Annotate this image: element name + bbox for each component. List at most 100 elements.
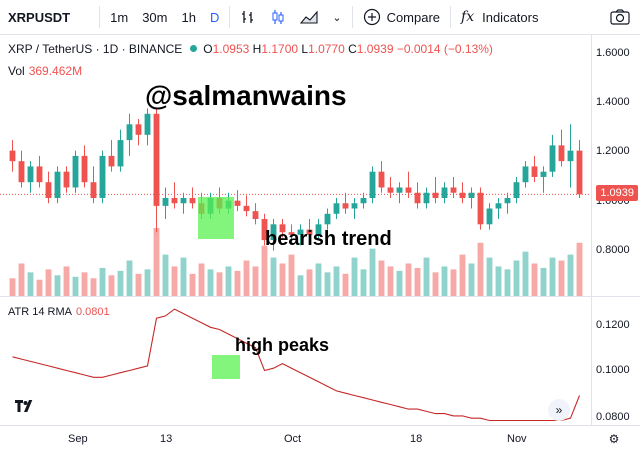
volume-bar bbox=[378, 260, 385, 296]
volume-bar bbox=[405, 263, 412, 296]
candle-body bbox=[126, 124, 133, 141]
candle-body bbox=[153, 113, 160, 206]
volume-bar bbox=[225, 266, 232, 296]
volume-bar bbox=[351, 257, 358, 296]
volume-bar bbox=[90, 278, 97, 296]
interval-30m[interactable]: 30m bbox=[142, 9, 168, 25]
pane-divider[interactable] bbox=[0, 296, 640, 297]
toolbar-divider bbox=[99, 6, 101, 28]
volume-bar bbox=[99, 267, 106, 296]
candle-body bbox=[504, 198, 511, 204]
candle-body bbox=[396, 187, 403, 193]
volume-bar bbox=[135, 273, 142, 296]
atr-legend: ATR 14 RMA 0.0801 bbox=[8, 306, 110, 318]
candle-body bbox=[90, 182, 97, 198]
tradingview-logo[interactable] bbox=[14, 399, 36, 417]
candle-body bbox=[243, 205, 250, 212]
candle-body bbox=[423, 192, 430, 204]
candle-body bbox=[99, 155, 106, 198]
volume-bar bbox=[576, 242, 583, 296]
compare-label: Compare bbox=[386, 9, 441, 25]
change-value: −0.0014 (−0.13%) bbox=[396, 42, 493, 56]
open-value: 1.0953 bbox=[212, 42, 250, 56]
candle-body bbox=[36, 166, 43, 183]
interval-1d[interactable]: D bbox=[209, 9, 220, 25]
candle-body bbox=[576, 150, 583, 195]
indicators-button[interactable]: fx Indicators bbox=[454, 0, 545, 34]
price-axis[interactable] bbox=[591, 35, 640, 425]
volume-bar bbox=[324, 272, 331, 296]
volume-bar bbox=[279, 263, 286, 296]
candle-body bbox=[234, 200, 241, 206]
candle-body bbox=[162, 198, 169, 206]
interval-1h[interactable]: 1h bbox=[181, 9, 196, 25]
volume-bar bbox=[567, 254, 574, 296]
candle-body bbox=[117, 140, 124, 167]
scroll-to-realtime-button[interactable]: » bbox=[548, 399, 570, 421]
bar-style-icon[interactable] bbox=[233, 0, 263, 34]
toolbar-divider bbox=[229, 6, 231, 28]
bearish-trend-label: bearish trend bbox=[265, 228, 392, 250]
candle-body bbox=[54, 171, 61, 198]
symbol-legend: XRP / TetherUS · 1D · BINANCE O1.0953 H1.… bbox=[8, 42, 493, 56]
volume-bar bbox=[558, 260, 565, 296]
candle-body bbox=[81, 155, 88, 183]
volume-bar bbox=[342, 273, 349, 296]
volume-bar bbox=[441, 266, 448, 296]
candles-icon[interactable] bbox=[263, 0, 293, 34]
candle-body bbox=[486, 208, 493, 225]
volume-bar bbox=[261, 245, 268, 296]
volume-bar bbox=[396, 270, 403, 296]
chevron-down-icon[interactable]: ⌄ bbox=[332, 11, 342, 24]
candle-body bbox=[189, 198, 196, 204]
symbol-search[interactable]: XRPUSDT bbox=[8, 9, 71, 25]
bearish-highlight bbox=[198, 197, 234, 239]
candle-body bbox=[414, 192, 421, 204]
volume-bar bbox=[540, 267, 547, 296]
volume-bar bbox=[54, 275, 61, 296]
candle-body bbox=[513, 182, 520, 198]
candle-body bbox=[351, 203, 358, 209]
volume-bar bbox=[297, 275, 304, 296]
volume-bar bbox=[369, 248, 376, 296]
volume-bar bbox=[9, 278, 16, 296]
candle-body bbox=[72, 155, 79, 188]
market-status-dot bbox=[190, 45, 198, 52]
low-value: 1.0770 bbox=[308, 42, 345, 56]
candle-body bbox=[261, 219, 268, 241]
candles-glyph bbox=[272, 10, 284, 24]
candle-body bbox=[27, 166, 34, 183]
settings-gear-icon[interactable]: ⚙ bbox=[608, 432, 620, 446]
candle-body bbox=[369, 171, 376, 198]
volume-bar bbox=[117, 270, 124, 296]
area-chart-icon[interactable] bbox=[293, 0, 325, 34]
candle-body bbox=[540, 171, 547, 177]
open-key: O bbox=[203, 42, 213, 56]
volume-bar bbox=[486, 257, 493, 296]
toolbar-divider bbox=[450, 6, 452, 28]
compare-button[interactable]: Compare bbox=[356, 0, 447, 34]
volume-bar bbox=[81, 272, 88, 296]
camera-icon[interactable] bbox=[603, 0, 640, 34]
volume-bar bbox=[216, 272, 223, 296]
candle-body bbox=[63, 171, 70, 188]
volume-bar bbox=[72, 276, 79, 296]
candle-body bbox=[279, 224, 286, 233]
volume-bar bbox=[162, 254, 169, 296]
close-value: 1.0939 bbox=[356, 42, 394, 56]
interval-1m[interactable]: 1m bbox=[110, 9, 129, 25]
tradingview-logo-glyph bbox=[15, 400, 33, 412]
candle-body bbox=[135, 124, 142, 135]
candle-body bbox=[18, 161, 25, 183]
time-axis[interactable] bbox=[0, 425, 640, 450]
candle-body bbox=[270, 224, 277, 241]
candle-body bbox=[522, 166, 529, 183]
peaks-highlight bbox=[212, 355, 240, 379]
volume-bar bbox=[180, 257, 187, 296]
volume-bar bbox=[513, 260, 520, 296]
volume-bar bbox=[459, 254, 466, 296]
volume-bar bbox=[522, 251, 529, 296]
volume-bar bbox=[36, 279, 43, 296]
volume-legend: Vol 369.462M bbox=[8, 64, 82, 78]
